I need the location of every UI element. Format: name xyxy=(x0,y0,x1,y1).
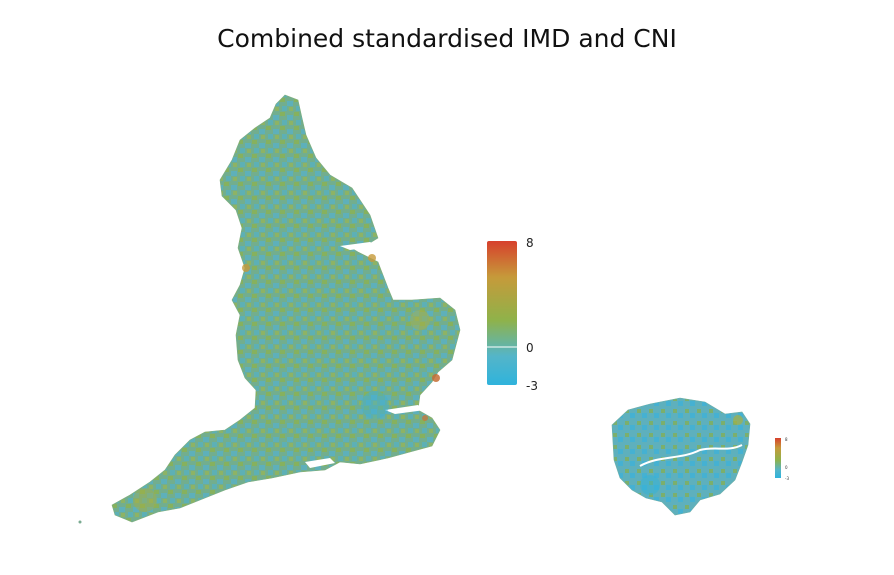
london-inset-map xyxy=(611,397,751,516)
england-map xyxy=(78,94,461,524)
legend-min-label: -3 xyxy=(526,379,538,393)
legend-mid-label: 0 xyxy=(526,341,534,355)
london-inset-legend: 8 0 -3 xyxy=(775,437,789,481)
map-title: Combined standardised IMD and CNI xyxy=(217,24,677,53)
hotspot-london xyxy=(361,391,389,419)
london-legend-bar xyxy=(775,438,781,478)
river-thames xyxy=(639,444,743,467)
london-legend-max: 8 xyxy=(785,437,788,442)
humber-estuary xyxy=(340,242,378,250)
london-legend-min: -3 xyxy=(785,476,789,481)
legend-max-label: 8 xyxy=(526,236,534,250)
hotspot-hull xyxy=(368,254,376,262)
london-legend-mid: 0 xyxy=(785,465,788,470)
hotspot-blackpool xyxy=(242,264,250,272)
london-hotspot-west xyxy=(640,475,660,495)
hotspot-kent xyxy=(422,415,428,421)
solent xyxy=(305,458,335,468)
hotspot-norfolk xyxy=(410,310,430,330)
color-legend: 8 0 -3 xyxy=(487,236,538,393)
legend-gradient-bar xyxy=(487,241,517,385)
london-hotspot-east xyxy=(733,415,743,425)
hotspot-clacton xyxy=(432,374,440,382)
hotspot-cornwall xyxy=(133,488,157,512)
thames-estuary xyxy=(385,405,425,414)
isles-of-scilly xyxy=(78,520,82,524)
england-outline xyxy=(111,94,461,523)
